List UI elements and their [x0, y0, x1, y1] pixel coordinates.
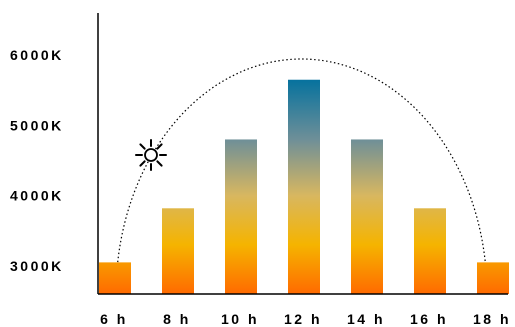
x-tick-label: 12 h: [284, 311, 322, 327]
bar-12h: [288, 79, 320, 294]
bar-16h: [414, 208, 446, 294]
bar-8h: [162, 208, 194, 294]
x-tick-label: 16 h: [410, 311, 448, 327]
bar-14h: [351, 139, 383, 294]
bar-10h: [225, 139, 257, 294]
x-tick-label: 6 h: [100, 311, 128, 327]
y-tick-label: 3000K: [10, 258, 64, 274]
x-tick-label: 10 h: [221, 311, 259, 327]
sun-path-arc: [115, 58, 488, 295]
y-tick-label: 4000K: [10, 188, 64, 204]
bar-18h: [477, 262, 509, 294]
bar-6h: [99, 262, 131, 294]
x-tick-label: 18 h: [473, 311, 511, 327]
x-tick-label: 14 h: [347, 311, 385, 327]
y-tick-label: 5000K: [10, 117, 64, 133]
y-tick-label: 6000K: [10, 47, 64, 63]
sun-icon: [135, 139, 167, 171]
x-tick-label: 8 h: [163, 311, 191, 327]
